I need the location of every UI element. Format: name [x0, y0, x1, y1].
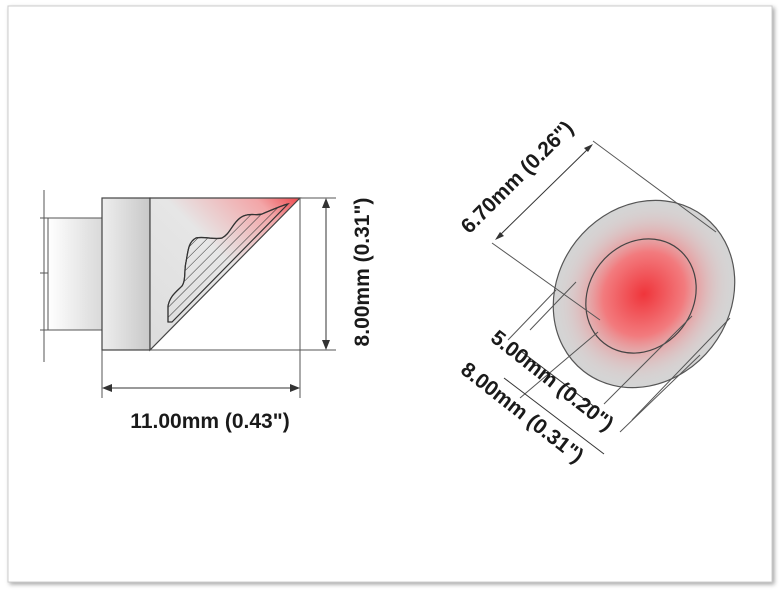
inner-width-dimension-line — [521, 351, 597, 409]
side-height-label: 8.00mm (0.31") — [351, 198, 374, 347]
tip-collar — [101, 197, 151, 351]
side-view: 11.00mm (0.43") 8.00mm (0.31") — [40, 190, 374, 433]
tip-face-inner — [585, 238, 697, 354]
tip-bevel — [149, 197, 302, 352]
side-width-label: 11.00mm (0.43") — [130, 410, 289, 433]
tip-shank — [47, 217, 103, 331]
length-dimension-line — [496, 145, 592, 239]
outer-width-dimension-line — [503, 377, 605, 455]
